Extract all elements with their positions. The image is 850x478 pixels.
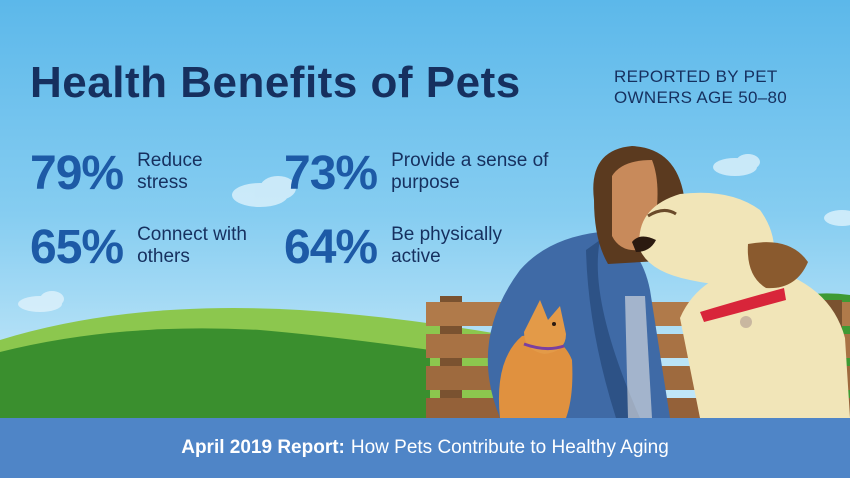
stat-percent: 79% xyxy=(30,147,124,200)
hill-icon xyxy=(0,328,430,420)
footer-report-label: April 2019 Report: xyxy=(181,437,345,458)
stat-label: Be physically active xyxy=(391,224,502,267)
stat-item: 64% Be physically active xyxy=(284,222,531,274)
cloud-icon xyxy=(713,154,760,176)
footer-report-title: How Pets Contribute to Healthy Aging xyxy=(350,437,669,458)
cloud-icon xyxy=(824,210,850,226)
stat-percent: 64% xyxy=(284,221,378,274)
cloud-icon xyxy=(18,291,64,312)
stat-item: 79% Reduce stress xyxy=(30,148,232,200)
page-title: Health Benefits of Pets xyxy=(30,58,521,107)
stat-label: Reduce stress xyxy=(137,150,203,193)
stat-item: 73% Provide a sense of purpose xyxy=(284,148,556,200)
stat-percent: 65% xyxy=(30,221,124,274)
footer-banner: April 2019 Report: How Pets Contribute t… xyxy=(0,418,850,478)
cloud-icon xyxy=(232,176,296,207)
stat-label: Provide a sense of purpose xyxy=(391,150,549,193)
dog-icon xyxy=(632,192,850,418)
stat-label: Connect with others xyxy=(137,224,247,267)
page-subtitle: REPORTED BY PET OWNERS AGE 50–80 xyxy=(614,67,787,107)
cat-icon xyxy=(498,300,573,418)
stat-item: 65% Connect with others xyxy=(30,222,257,274)
stat-percent: 73% xyxy=(284,147,378,200)
